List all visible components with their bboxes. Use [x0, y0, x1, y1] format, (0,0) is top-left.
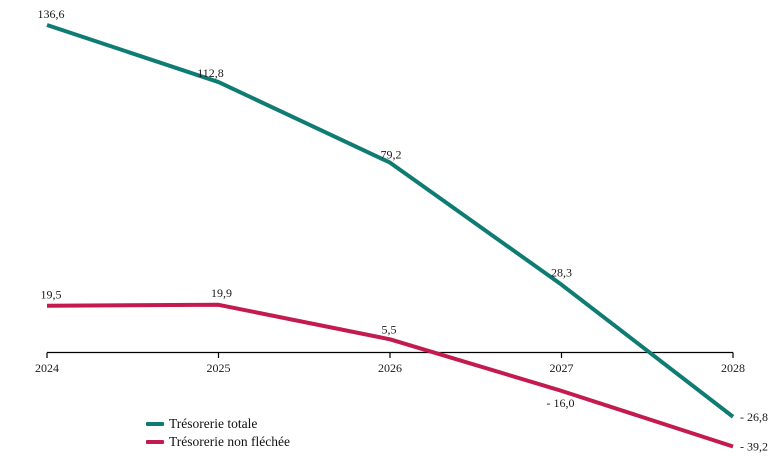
data-label-tresorerie-non-flechee: 19,9	[211, 286, 232, 300]
data-label-tresorerie-non-flechee: - 39,2	[740, 439, 768, 453]
legend-swatch-teal-line	[146, 422, 164, 426]
line-tresorerie-non-flechee	[46, 302, 734, 449]
legend-label-tresorerie-totale: Trésorerie totale	[169, 416, 258, 431]
legend-label-tresorerie-non-flechee: Trésorerie non fléchée	[169, 434, 290, 449]
data-label-tresorerie-totale: 112,8	[197, 66, 224, 80]
data-label-tresorerie-totale: - 26,8	[740, 410, 768, 424]
data-label-tresorerie-totale: 28,3	[551, 266, 572, 280]
data-label-tresorerie-non-flechee: 19,5	[41, 288, 62, 302]
x-axis-tick-label: 2027	[550, 361, 574, 375]
x-axis-tick-label: 2026	[378, 361, 402, 375]
legend-swatch-crimson-line	[146, 440, 164, 444]
data-label-tresorerie-non-flechee: 5,5	[382, 322, 397, 336]
x-axis-tick-label: 2025	[207, 361, 231, 375]
data-label-tresorerie-totale: 136,6	[38, 7, 65, 21]
data-label-tresorerie-totale: 79,2	[381, 148, 402, 162]
legend-item-tresorerie-non-flechee: Trésorerie non fléchée	[146, 433, 290, 451]
legend-item-tresorerie-totale: Trésorerie totale	[146, 415, 290, 433]
x-axis-tick-label: 2028	[721, 361, 745, 375]
x-axis-tick-label: 2024	[35, 361, 59, 375]
line-tresorerie-totale	[46, 23, 735, 419]
chart-legend: Trésorerie totale Trésorerie non fléchée	[146, 415, 290, 451]
data-label-tresorerie-non-flechee: - 16,0	[547, 396, 575, 410]
